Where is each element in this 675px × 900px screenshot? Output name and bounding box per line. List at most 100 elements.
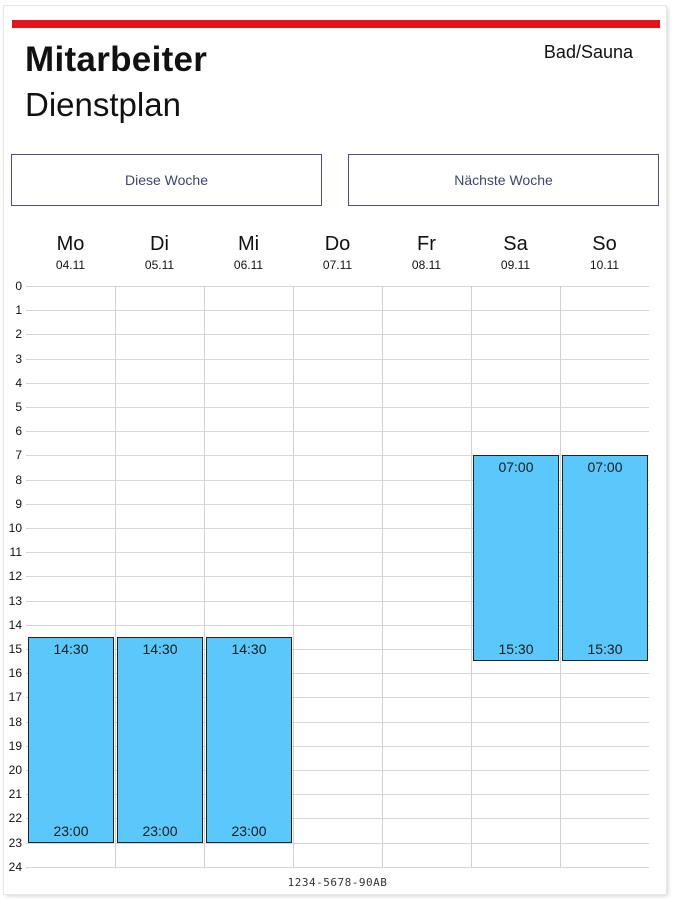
hour-gridline: [26, 334, 649, 335]
hour-label: 5: [15, 400, 22, 414]
shift-end-time: 23:00: [142, 823, 178, 839]
shift-block[interactable]: 07:00 15:30: [473, 455, 559, 661]
hour-gridline: [26, 649, 649, 650]
hour-label: 17: [8, 690, 22, 704]
hour-gridline: [26, 746, 649, 747]
hour-label: 10: [8, 521, 22, 535]
hour-gridline: [26, 431, 649, 432]
hour-label: 15: [8, 642, 22, 656]
shift-block[interactable]: 14:30 23:00: [206, 637, 292, 843]
day-name: Sa: [503, 233, 528, 255]
hour-gridline: [26, 504, 649, 505]
schedule-grid: 14:30 23:00 14:30 23:00 14:30 23:00 07:00 15:30…: [26, 286, 649, 868]
shift-start-time: 14:30: [142, 641, 178, 657]
hour-label: 13: [8, 594, 22, 608]
shift-end-time: 15:30: [587, 641, 623, 657]
day-header: So 10.11: [560, 232, 649, 272]
day-gridline: [382, 286, 383, 867]
hour-gridline: [26, 770, 649, 771]
hour-label: 18: [8, 715, 22, 729]
day-date: 08.11: [411, 258, 442, 272]
footer-id: 1234-5678-90AB: [287, 876, 388, 889]
hour-gridline: [26, 310, 649, 311]
day-name: Fr: [417, 233, 436, 255]
hour-label: 1: [15, 303, 22, 317]
hour-label: 14: [8, 618, 22, 632]
page-title: Mitarbeiter: [25, 40, 208, 79]
day-header: Di 05.11: [115, 232, 204, 272]
hour-label: 23: [8, 836, 22, 850]
hour-label: 8: [15, 473, 22, 487]
hour-label: 24: [8, 860, 22, 874]
hour-label: 3: [15, 352, 22, 366]
shift-block[interactable]: 07:00 15:30: [562, 455, 648, 661]
shift-end-time: 15:30: [498, 641, 534, 657]
hour-label: 7: [15, 448, 22, 462]
hour-gridline: [26, 843, 649, 844]
hour-label: 19: [8, 739, 22, 753]
hour-gridline: [26, 867, 649, 868]
shift-start-time: 14:30: [53, 641, 89, 657]
hour-gridline: [26, 528, 649, 529]
day-header: Mi 06.11: [204, 232, 293, 272]
hour-label: 21: [8, 787, 22, 801]
day-date: 06.11: [233, 258, 264, 272]
hour-gridline: [26, 601, 649, 602]
accent-bar: [12, 20, 660, 28]
shift-start-time: 07:00: [498, 459, 534, 475]
day-date: 04.11: [55, 258, 86, 272]
page-subtitle: Dienstplan: [25, 86, 181, 123]
hour-label: 0: [15, 279, 22, 293]
hour-gridline: [26, 455, 649, 456]
shift-end-time: 23:00: [53, 823, 89, 839]
day-gridline: [204, 286, 205, 867]
hour-gridline: [26, 552, 649, 553]
day-date: 10.11: [589, 258, 620, 272]
shift-start-time: 07:00: [587, 459, 623, 475]
day-date: 09.11: [500, 258, 531, 272]
day-header: Do 07.11: [293, 232, 382, 272]
hour-gridline: [26, 673, 649, 674]
hour-gridline: [26, 480, 649, 481]
day-name: Mi: [237, 233, 260, 255]
shift-block[interactable]: 14:30 23:00: [117, 637, 203, 843]
day-name: So: [592, 233, 617, 255]
hour-gridline: [26, 359, 649, 360]
day-date: 05.11: [144, 258, 175, 272]
day-name: Di: [150, 233, 169, 255]
next-week-button[interactable]: Nächste Woche: [348, 154, 659, 206]
day-date: 07.11: [322, 258, 353, 272]
day-name: Mo: [56, 233, 85, 255]
hour-gridline: [26, 697, 649, 698]
hour-gridline: [26, 383, 649, 384]
hour-label: 22: [8, 811, 22, 825]
hour-gridline: [26, 625, 649, 626]
hour-label: 9: [15, 497, 22, 511]
day-header: Sa 09.11: [471, 232, 560, 272]
shift-block[interactable]: 14:30 23:00: [28, 637, 114, 843]
day-header: Mo 04.11: [26, 232, 115, 272]
hour-gridline: [26, 722, 649, 723]
day-name: Do: [324, 233, 351, 255]
hour-gridline: [26, 794, 649, 795]
hour-label: 4: [15, 376, 22, 390]
hour-label: 20: [8, 763, 22, 777]
day-header: Fr 08.11: [382, 232, 471, 272]
this-week-button[interactable]: Diese Woche: [11, 154, 322, 206]
day-gridline: [560, 286, 561, 867]
day-gridline: [115, 286, 116, 867]
hour-label: 16: [8, 666, 22, 680]
hour-gridline: [26, 818, 649, 819]
hour-label: 2: [15, 327, 22, 341]
day-gridline: [293, 286, 294, 867]
hour-gridline: [26, 286, 649, 287]
shift-end-time: 23:00: [231, 823, 267, 839]
shift-start-time: 14:30: [231, 641, 267, 657]
hour-label: 6: [15, 424, 22, 438]
hour-label: 11: [9, 545, 22, 559]
hour-gridline: [26, 407, 649, 408]
location-label: Bad/Sauna: [543, 42, 633, 62]
day-gridline: [471, 286, 472, 867]
hour-label: 12: [8, 569, 22, 583]
hour-gridline: [26, 576, 649, 577]
